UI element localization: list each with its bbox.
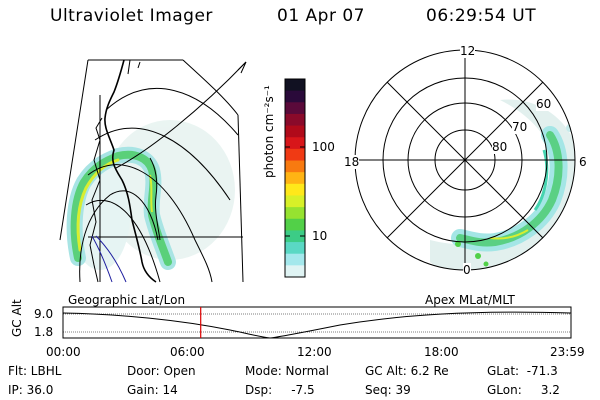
colorbar-stripe	[285, 172, 305, 185]
info-glon: GLon: 3.2	[487, 383, 560, 397]
mlt-label-0: 0	[463, 263, 471, 277]
info-ip: IP: 36.0	[8, 383, 54, 397]
info-door: Door: Open	[127, 364, 196, 378]
mlat-label-70: 70	[512, 120, 528, 134]
colorbar-stripe	[285, 125, 305, 138]
colorbar-stripe	[285, 90, 305, 103]
colorbar-stripe	[285, 218, 305, 231]
colorbar-stripe	[285, 160, 305, 173]
colorbar-stripe	[285, 242, 305, 255]
aurora-oval-geo	[66, 146, 176, 270]
colorbar-stripe	[285, 253, 305, 266]
info-dsp: Dsp: -7.5	[245, 383, 315, 397]
geo-grid	[59, 59, 247, 283]
app-title: Ultraviolet Imager	[50, 6, 213, 26]
x-tick-0600: 06:00	[170, 345, 205, 359]
info-seq: Seq: 39	[365, 383, 411, 397]
polar-plot	[354, 49, 576, 271]
coastline-detail	[89, 59, 141, 283]
colorbar-stripe	[285, 113, 305, 127]
colorbar-tick-100: 100	[312, 140, 335, 154]
info-gain: Gain: 14	[127, 383, 178, 397]
x-tick-0000: 00:00	[46, 345, 81, 359]
info-flt: Flt: LBHL	[8, 364, 62, 378]
colorbar-stripe	[285, 183, 305, 196]
colorbar-stripe	[285, 137, 305, 150]
x-tick-1800: 18:00	[424, 345, 459, 359]
mlt-label-12: 12	[460, 44, 476, 58]
y-tick-9: 9.0	[34, 307, 54, 321]
x-tick-2359: 23:59	[550, 345, 585, 359]
color-bar	[284, 78, 306, 278]
coastline	[104, 59, 157, 283]
info-gc-alt: GC Alt: 6.2 Re	[365, 364, 449, 378]
mlat-label-80: 80	[492, 140, 508, 154]
info-mode: Mode: Normal	[245, 364, 329, 378]
altitude-curve	[62, 311, 572, 339]
terminator-line	[91, 235, 127, 283]
colorbar-stripe	[285, 195, 305, 208]
y-tick-1-8: 1.8	[34, 325, 54, 339]
altitude-timeline	[62, 306, 572, 339]
mlat-label-60: 60	[536, 97, 552, 111]
colorbar-tick-10: 10	[312, 229, 328, 243]
x-tick-1200: 12:00	[297, 345, 332, 359]
colorbar-stripe	[285, 207, 305, 220]
mlt-label-18: 18	[344, 155, 360, 169]
geographic-latlon-label: Geographic Lat/Lon	[68, 293, 186, 307]
header-date: 01 Apr 07	[277, 6, 365, 26]
colorbar-unit-label: photon cm⁻²s⁻¹	[262, 85, 276, 178]
header-time: 06:29:54 UT	[426, 6, 537, 26]
gc-alt-axis-title: GC Alt	[10, 299, 24, 337]
info-glat: GLat: -71.3	[487, 364, 558, 378]
colorbar-stripe	[285, 102, 305, 115]
colorbar-stripe	[285, 265, 305, 278]
colorbar-stripe	[285, 79, 305, 92]
geographic-map	[59, 59, 247, 283]
colorbar-stripe	[285, 148, 305, 162]
apex-mlat-mlt-label: Apex MLat/MLT	[425, 293, 515, 307]
colorbar-stripe	[285, 230, 305, 243]
mlt-label-6: 6	[579, 155, 587, 169]
